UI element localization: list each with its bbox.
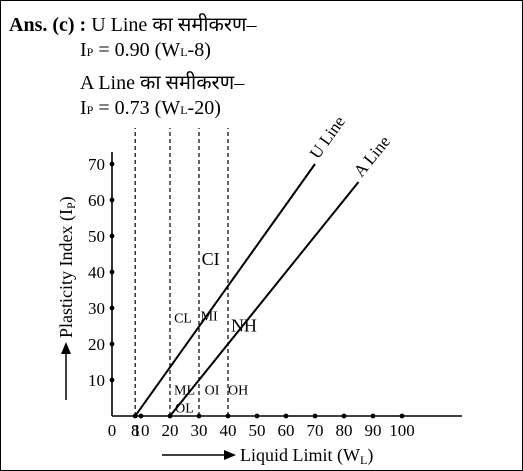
a-eq-lhs: I	[80, 97, 87, 119]
x-tick-label-100: 100	[389, 421, 415, 440]
x-tick-label-70: 70	[307, 421, 324, 440]
region-label-cl: CL	[174, 311, 192, 326]
answer-line-u: Ans. (c) : U Line का समीकरण–	[9, 10, 257, 37]
x-tick-label-50: 50	[249, 421, 266, 440]
x-tick-label-40: 40	[220, 421, 237, 440]
x-tick-dot-60	[283, 413, 289, 419]
y-tick-label-70: 70	[88, 155, 105, 174]
x-tick-dot-90	[370, 413, 376, 419]
x-tick-dot-100	[399, 413, 405, 419]
x-tick-label-90: 90	[365, 421, 382, 440]
x-tick-dot-70	[312, 413, 318, 419]
x-tick-label-10: 10	[133, 421, 150, 440]
region-label-ml: ML	[174, 383, 195, 398]
y-tick-label-30: 30	[88, 299, 105, 318]
y-tick-label-20: 20	[88, 335, 105, 354]
region-label-ol: OL	[175, 401, 194, 416]
y-tick-label-60: 60	[88, 191, 105, 210]
x-axis-arrow-head	[224, 450, 236, 460]
x-tick-dot-10	[138, 413, 144, 419]
x-tick-dot-40	[225, 413, 231, 419]
x-tick-label-30: 30	[191, 421, 208, 440]
y-tick-dot-50	[109, 233, 115, 239]
y-axis-title: Plasticity Index (IP)	[56, 196, 78, 338]
a-eq-rhs: = 0.73 (W	[93, 97, 181, 119]
x-axis-title: Liquid Limit (WL)	[240, 445, 373, 467]
u-line-equation: IP = 0.90 (WL-8)	[80, 39, 211, 62]
u-eq-lhs: I	[80, 39, 87, 61]
answer-label: Ans. (c) :	[9, 14, 87, 36]
u-eq-rhs-end: -8)	[187, 39, 211, 61]
x-tick-label-8: 8	[131, 421, 140, 440]
x-tick-label-20: 20	[162, 421, 179, 440]
a-line-series	[169, 181, 360, 417]
region-label-mi: MI	[201, 310, 218, 325]
x-tick-dot-80	[341, 413, 347, 419]
a-line-equation: IP = 0.73 (WL-20)	[80, 97, 221, 120]
region-label-oh: OH	[228, 383, 248, 398]
x-tick-label-80: 80	[336, 421, 353, 440]
y-tick-label-40: 40	[88, 263, 105, 282]
y-tick-dot-60	[109, 197, 115, 203]
y-tick-dot-20	[109, 341, 115, 347]
a-line-title: A Line का समीकरण–	[80, 72, 245, 94]
y-tick-dot-70	[109, 161, 115, 167]
a-eq-rhs-sub: L	[180, 103, 188, 117]
x-tick-dot-50	[254, 413, 260, 419]
y-tick-dot-40	[109, 269, 115, 275]
region-label-ci: CI	[202, 249, 220, 269]
u-eq-lhs-sub: P	[86, 45, 94, 59]
u-line-title: U Line का समीकरण–	[91, 14, 257, 36]
x-tick-dot-30	[196, 413, 202, 419]
x-tick-label-0: 0	[108, 421, 117, 440]
region-label-oi: OI	[205, 383, 220, 398]
x-tick-label-60: 60	[278, 421, 295, 440]
a-line-label: A Line	[350, 132, 394, 180]
y-tick-dot-10	[109, 377, 115, 383]
a-eq-lhs-sub: P	[86, 103, 94, 117]
u-line-series	[134, 163, 316, 417]
u-eq-rhs-sub: L	[180, 45, 188, 59]
y-tick-label-10: 10	[88, 371, 105, 390]
y-axis-arrow-head	[61, 342, 71, 354]
u-eq-rhs: = 0.90 (W	[93, 39, 181, 61]
region-label-nh: NH	[231, 315, 257, 335]
u-line-label: U Line	[306, 112, 349, 162]
y-tick-dot-30	[109, 305, 115, 311]
y-tick-label-50: 50	[88, 227, 105, 246]
a-eq-rhs-end: -20)	[187, 97, 221, 119]
